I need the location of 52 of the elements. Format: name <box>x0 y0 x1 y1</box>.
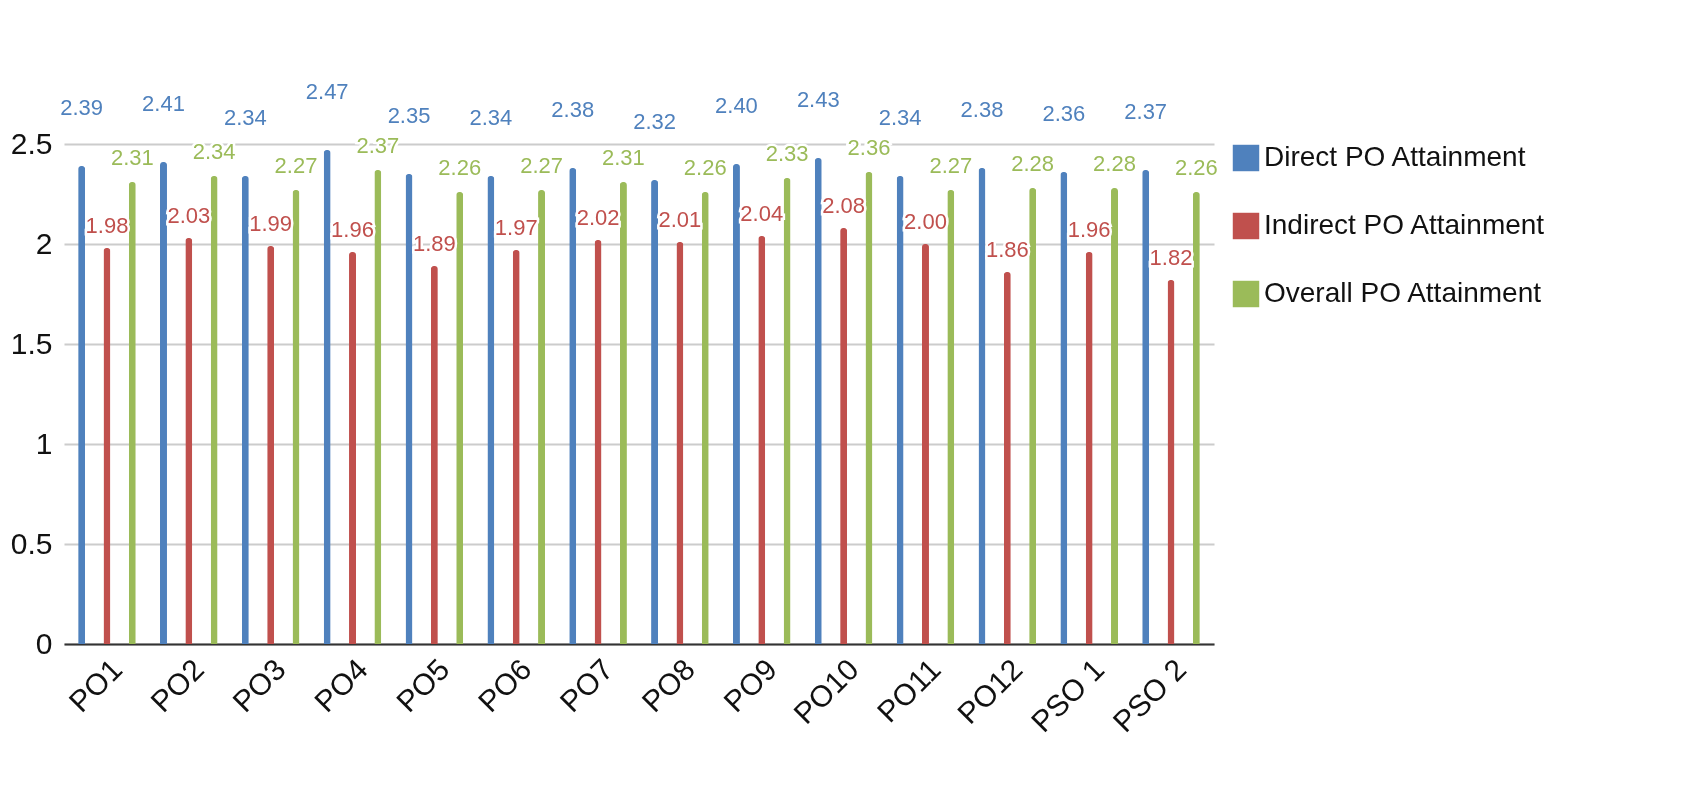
data-label: 2.37 <box>356 133 400 158</box>
data-label: 2.31 <box>602 145 645 170</box>
legend-label: Overall PO Attainment <box>1264 277 1542 308</box>
data-label: 2.36 <box>1042 101 1086 126</box>
data-label: 2.34 <box>192 139 236 164</box>
data-label: 2.38 <box>960 97 1004 122</box>
data-label: 2.08 <box>822 193 866 218</box>
legend-label: Indirect PO Attainment <box>1264 209 1545 240</box>
y-tick-label: 1.5 <box>10 326 53 360</box>
data-label: 2.03 <box>167 203 211 228</box>
data-label: 2.27 <box>929 153 973 178</box>
data-label: 2.26 <box>438 155 482 180</box>
data-label: 1.99 <box>249 211 293 236</box>
legend-label: Direct PO Attainment <box>1264 141 1526 172</box>
data-label: 2.01 <box>658 207 702 232</box>
data-label: 2.28 <box>1011 151 1055 176</box>
data-label: 2.26 <box>1174 155 1218 180</box>
data-label: 1.96 <box>331 217 374 242</box>
data-label: 2.04 <box>740 201 784 226</box>
data-label: 2.38 <box>551 97 595 122</box>
data-label: 2.36 <box>847 135 891 160</box>
data-label: 2.32 <box>633 109 676 134</box>
data-label: 1.98 <box>85 213 129 238</box>
data-label: 1.82 <box>1149 245 1193 270</box>
data-label: 2.33 <box>765 141 809 166</box>
data-label: 2.43 <box>796 87 840 112</box>
data-label: 2.00 <box>904 209 947 234</box>
data-label: 2.27 <box>520 153 563 178</box>
data-label: 2.02 <box>576 205 620 230</box>
y-tick-label: 0.5 <box>10 526 53 560</box>
data-label: 2.34 <box>223 105 267 130</box>
y-tick-label: 0 <box>35 626 53 660</box>
data-label: 1.89 <box>412 231 456 256</box>
data-label: 1.86 <box>985 237 1029 262</box>
data-label: 2.40 <box>715 93 758 118</box>
data-label: 2.35 <box>387 103 431 128</box>
data-label: 2.39 <box>60 95 104 120</box>
y-tick-label: 1 <box>35 426 53 460</box>
data-label: 2.41 <box>142 91 185 116</box>
data-label: 2.26 <box>683 155 727 180</box>
data-label: 2.27 <box>274 153 318 178</box>
data-label: 2.47 <box>305 79 349 104</box>
x-tick-label: PO1 <box>62 652 129 719</box>
data-label: 1.97 <box>494 215 538 240</box>
data-label: 2.37 <box>1124 99 1168 124</box>
y-tick-label: 2 <box>35 226 53 260</box>
data-label: 2.34 <box>469 105 513 130</box>
data-label: 1.96 <box>1067 217 1111 242</box>
data-label: 2.28 <box>1093 151 1136 176</box>
y-tick-label: 2.5 <box>10 126 53 160</box>
data-label: 2.34 <box>878 105 922 130</box>
data-label: 2.31 <box>110 145 154 170</box>
